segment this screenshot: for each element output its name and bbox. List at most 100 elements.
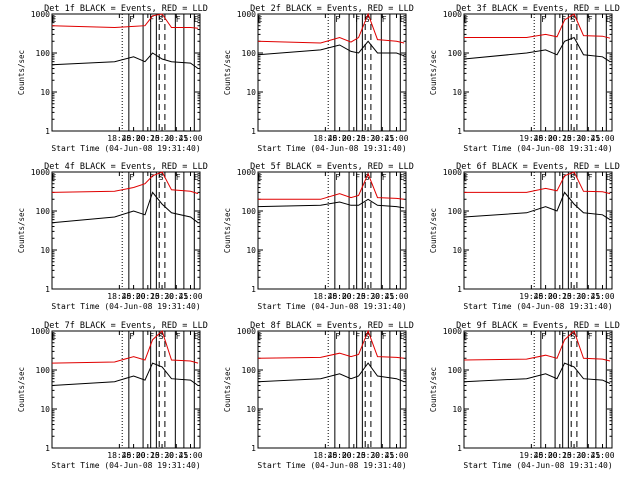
- y-tick-label: 100: [448, 207, 463, 216]
- y-axis-label: Counts/sec: [223, 50, 232, 95]
- x-tick-label: 20:30: [150, 292, 174, 301]
- chart-title: Det 8f BLACK = Events, RED = LLD: [250, 321, 414, 331]
- series-line-events: [51, 362, 199, 386]
- x-tick-label: 20:00: [328, 134, 352, 143]
- y-axis-label: Counts/sec: [429, 50, 438, 95]
- flag-label: S: [365, 15, 370, 24]
- x-tick-label: 20:45: [370, 134, 394, 143]
- x-tick-label: 18:45: [107, 451, 131, 460]
- x-tick-label: 20:00: [534, 292, 558, 301]
- x-axis-label: Start Time (04-Jun-08 19:31:40): [257, 461, 406, 470]
- flag-label: E: [51, 15, 56, 24]
- y-tick-label: 10: [452, 405, 462, 414]
- x-tick-label: 20:30: [150, 134, 174, 143]
- series-line-events: [257, 362, 405, 383]
- flag-label: F: [129, 15, 134, 24]
- flag-label: F: [588, 15, 593, 24]
- flag-label: E: [606, 173, 611, 182]
- x-tick-label: 20:45: [576, 451, 600, 460]
- plot-frame: [51, 171, 201, 290]
- x-tick-label: 21:00: [590, 134, 614, 143]
- series-line-lld: [464, 13, 611, 39]
- flag-label: S: [571, 332, 576, 341]
- flag-label: F: [149, 173, 154, 182]
- y-tick-label: 100: [448, 49, 463, 58]
- x-tick-label: 20:45: [370, 451, 394, 460]
- chart-title: Det 1f BLACK = Events, RED = LLD: [44, 4, 208, 14]
- x-tick-label: 20:00: [534, 134, 558, 143]
- x-tick-label: 20:15: [342, 451, 366, 460]
- flag-label: E: [194, 173, 199, 182]
- y-tick-label: 10: [40, 88, 50, 97]
- y-tick-label: 1: [251, 285, 256, 294]
- flag-label: F: [588, 173, 593, 182]
- series-line-events: [463, 362, 611, 384]
- x-tick-label: 20:15: [136, 134, 160, 143]
- x-tick-label: 20:30: [356, 451, 380, 460]
- flag-label: E: [463, 15, 468, 24]
- chart-panel-2: Det 2f BLACK = Events, RED = LLD 1 10 100 10…: [223, 4, 414, 153]
- x-tick-label: 21:00: [384, 134, 408, 143]
- y-axis-label: Counts/sec: [17, 50, 26, 95]
- y-tick-label: 1000: [237, 168, 256, 177]
- x-tick-label: 18:45: [107, 134, 131, 143]
- flag-label: F: [176, 15, 181, 24]
- flag-label: F: [176, 332, 181, 341]
- x-tick-label: 20:00: [328, 292, 352, 301]
- series-line-events: [463, 36, 611, 63]
- x-axis-label: Start Time (04-Jun-08 19:31:40): [51, 461, 200, 470]
- y-tick-label: 1: [45, 285, 50, 294]
- flag-label: E: [194, 332, 199, 341]
- plot-frame: [257, 171, 407, 290]
- x-tick-label: 20:15: [136, 292, 160, 301]
- y-tick-label: 1000: [237, 10, 256, 19]
- y-tick-label: 100: [36, 207, 51, 216]
- series-line-lld: [51, 171, 199, 195]
- x-axis-label: Start Time (04-Jun-08 19:31:40): [463, 461, 612, 470]
- flag-label: E: [257, 173, 262, 182]
- y-tick-label: 1: [251, 127, 256, 136]
- x-tick-label: 20:30: [356, 134, 380, 143]
- x-tick-label: 20:00: [534, 451, 558, 460]
- flag-label: F: [335, 332, 340, 341]
- x-tick-label: 21:00: [178, 134, 202, 143]
- chart-panel-7: Det 7f BLACK = Events, RED = LLD 1 10 100 10…: [17, 321, 208, 470]
- flag-label: E: [51, 173, 56, 182]
- x-tick-label: 20:15: [136, 451, 160, 460]
- flag-label: S: [571, 15, 576, 24]
- y-tick-label: 100: [242, 207, 257, 216]
- y-tick-label: 10: [40, 405, 50, 414]
- y-tick-label: 10: [246, 88, 256, 97]
- y-tick-label: 10: [246, 405, 256, 414]
- x-axis-label: Start Time (04-Jun-08 19:31:40): [463, 144, 612, 153]
- y-tick-label: 1000: [31, 327, 50, 336]
- x-tick-label: 21:00: [178, 292, 202, 301]
- y-tick-label: 100: [36, 366, 51, 375]
- x-tick-label: 21:00: [384, 451, 408, 460]
- y-tick-label: 100: [448, 366, 463, 375]
- series-line-events: [463, 191, 611, 221]
- flag-label: E: [463, 173, 468, 182]
- x-tick-label: 20:45: [370, 292, 394, 301]
- x-tick-label: 20:00: [122, 292, 146, 301]
- y-tick-label: 1000: [237, 327, 256, 336]
- y-tick-label: 1: [251, 444, 256, 453]
- y-tick-label: 100: [242, 49, 257, 58]
- x-tick-label: 19:45: [519, 292, 543, 301]
- flag-label: F: [335, 15, 340, 24]
- flag-label: F: [355, 332, 360, 341]
- flag-label: F: [176, 173, 181, 182]
- x-axis-label: Start Time (04-Jun-08 19:31:40): [257, 144, 406, 153]
- chart-panel-4: Det 4f BLACK = Events, RED = LLD 1 10 100 10…: [17, 162, 208, 311]
- flag-label: F: [541, 173, 546, 182]
- series-line-events: [257, 198, 405, 209]
- flag-label: S: [365, 173, 370, 182]
- flag-label: F: [129, 332, 134, 341]
- flag-label: F: [149, 15, 154, 24]
- chart-title: Det 6f BLACK = Events, RED = LLD: [456, 162, 620, 172]
- flag-label: F: [355, 15, 360, 24]
- flag-label: E: [400, 15, 405, 24]
- chart-panel-3: Det 3f BLACK = Events, RED = LLD 1 10 100 10…: [429, 4, 620, 153]
- y-tick-label: 1000: [443, 327, 462, 336]
